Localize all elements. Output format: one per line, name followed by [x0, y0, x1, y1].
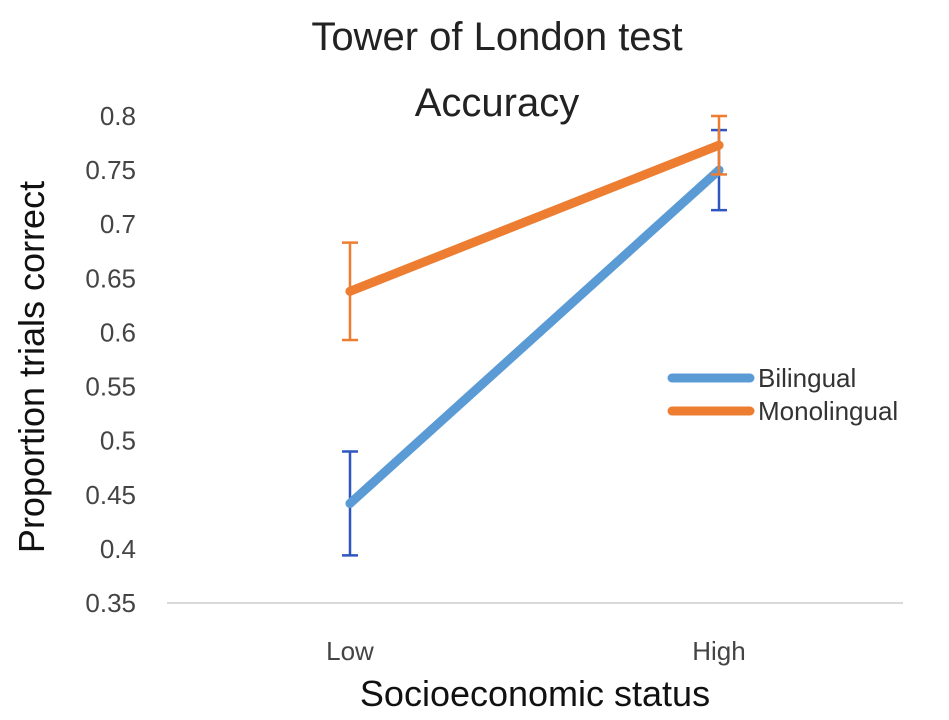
y-tick-label: 0.5 — [100, 426, 136, 456]
legend-label: Monolingual — [758, 396, 898, 426]
y-tick-label: 0.8 — [100, 101, 136, 131]
series-monolingual — [342, 114, 727, 342]
legend-item: Monolingual — [667, 396, 898, 426]
y-tick-label: 0.55 — [85, 372, 136, 402]
chart-title-line-2: Accuracy — [415, 81, 580, 125]
legend-item: Bilingual — [667, 363, 856, 393]
legend-label: Bilingual — [758, 363, 856, 393]
data-point — [345, 498, 355, 508]
y-tick-label: 0.75 — [85, 155, 136, 185]
x-tick-label: High — [692, 636, 745, 666]
chart-title-line-1: Tower of London test — [311, 15, 682, 59]
x-tick-label: Low — [326, 636, 374, 666]
y-tick-label: 0.35 — [85, 588, 136, 618]
x-axis-title: Socioeconomic status — [360, 673, 710, 714]
y-axis-title: Proportion trials correct — [11, 181, 52, 553]
series-bilingual — [342, 128, 727, 557]
series-lines — [342, 114, 727, 557]
data-point — [345, 286, 355, 296]
x-tick-labels: Low High — [326, 636, 746, 666]
series-line — [345, 165, 724, 508]
y-tick-label: 0.6 — [100, 317, 136, 347]
y-tick-label: 0.4 — [100, 534, 136, 564]
y-tick-labels: 0.35 0.4 0.45 0.5 0.55 0.6 0.65 0.7 0.75 0.8 — [85, 101, 136, 618]
y-tick-label: 0.7 — [100, 209, 136, 239]
chart-title: Tower of London test Accuracy — [311, 15, 682, 125]
y-tick-label: 0.45 — [85, 480, 136, 510]
data-point — [714, 140, 724, 150]
series-line — [345, 140, 724, 296]
y-tick-label: 0.65 — [85, 263, 136, 293]
